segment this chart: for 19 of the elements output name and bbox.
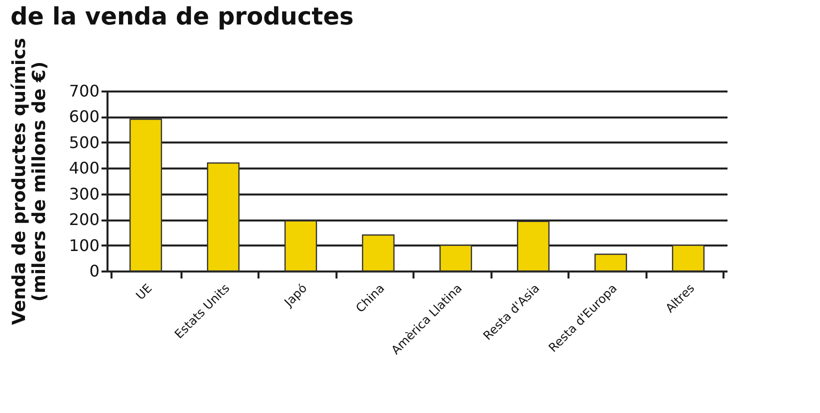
bar	[206, 162, 240, 272]
bar	[516, 220, 550, 272]
y-tick-label: 200	[68, 210, 100, 230]
y-tick-label: 500	[68, 132, 100, 152]
y-tick-label: 700	[68, 82, 100, 100]
bar	[284, 220, 318, 272]
bar	[362, 234, 395, 272]
y-tick-label: 600	[68, 107, 100, 126]
y-tick-label: 300	[68, 184, 100, 204]
bar	[594, 254, 628, 272]
chart-title: de la venda de productes	[10, 2, 354, 30]
bar	[672, 244, 705, 272]
bar	[129, 118, 162, 272]
x-tick-label: UE	[133, 281, 155, 303]
y-axis-title: Venda de productes químics (milers de millons de €)	[8, 38, 50, 326]
y-tick-label: 100	[68, 236, 100, 255]
y-tick-label: 0	[89, 262, 100, 280]
y-tick-label: 400	[68, 158, 100, 178]
bar	[439, 244, 472, 272]
